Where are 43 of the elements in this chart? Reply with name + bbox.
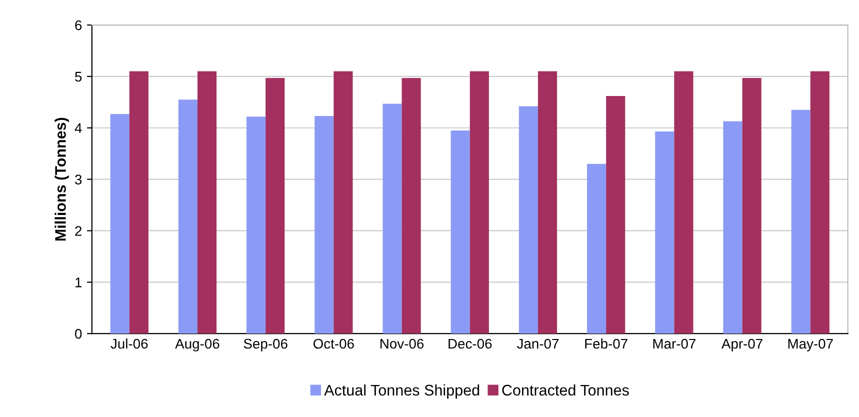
bar — [791, 110, 810, 334]
y-tick-label: 0 — [75, 328, 82, 339]
y-tick-label: 5 — [75, 72, 82, 82]
x-tick-label: Jan-07 — [516, 338, 559, 349]
bar — [246, 116, 266, 334]
bar — [538, 71, 558, 334]
x-tick-label: May-07 — [788, 338, 833, 352]
y-axis-title: Millions (Tonnes) — [54, 118, 69, 241]
bar — [450, 130, 470, 334]
bar — [402, 78, 421, 334]
legend-label: Contracted Tonnes — [502, 384, 629, 396]
bar — [518, 106, 538, 334]
bar — [266, 78, 285, 334]
bar — [674, 71, 694, 334]
x-tick-label: Nov-06 — [380, 338, 424, 349]
x-tick-label: Aug-06 — [175, 338, 220, 352]
bar — [587, 164, 606, 334]
bar — [723, 121, 742, 334]
bar — [655, 131, 674, 334]
bar — [742, 78, 762, 334]
x-tick-label: Feb-07 — [585, 338, 628, 349]
bar — [314, 116, 334, 334]
legend-label: Actual Tonnes Shipped — [324, 384, 480, 399]
bar — [470, 71, 489, 334]
x-tick-label: Dec-06 — [448, 338, 492, 349]
bar — [606, 96, 626, 334]
bar — [110, 114, 130, 334]
y-tick-label: 1 — [76, 278, 82, 288]
bar — [129, 71, 148, 334]
y-tick-label: 6 — [75, 20, 82, 30]
x-tick-label: Oct-06 — [313, 338, 354, 349]
y-tick-label: 2 — [75, 226, 82, 236]
x-tick-label: Jul-06 — [110, 338, 148, 349]
y-tick-label: 3 — [74, 174, 82, 184]
y-tick-label: 4 — [74, 123, 82, 133]
x-tick-label: Mar-07 — [653, 338, 696, 349]
bar — [334, 71, 353, 334]
bar — [178, 100, 198, 334]
x-tick-label: Sep-06 — [244, 338, 288, 352]
bar — [810, 71, 830, 334]
bar — [382, 104, 402, 334]
x-tick-label: Apr-07 — [721, 338, 762, 352]
bar — [197, 71, 217, 334]
